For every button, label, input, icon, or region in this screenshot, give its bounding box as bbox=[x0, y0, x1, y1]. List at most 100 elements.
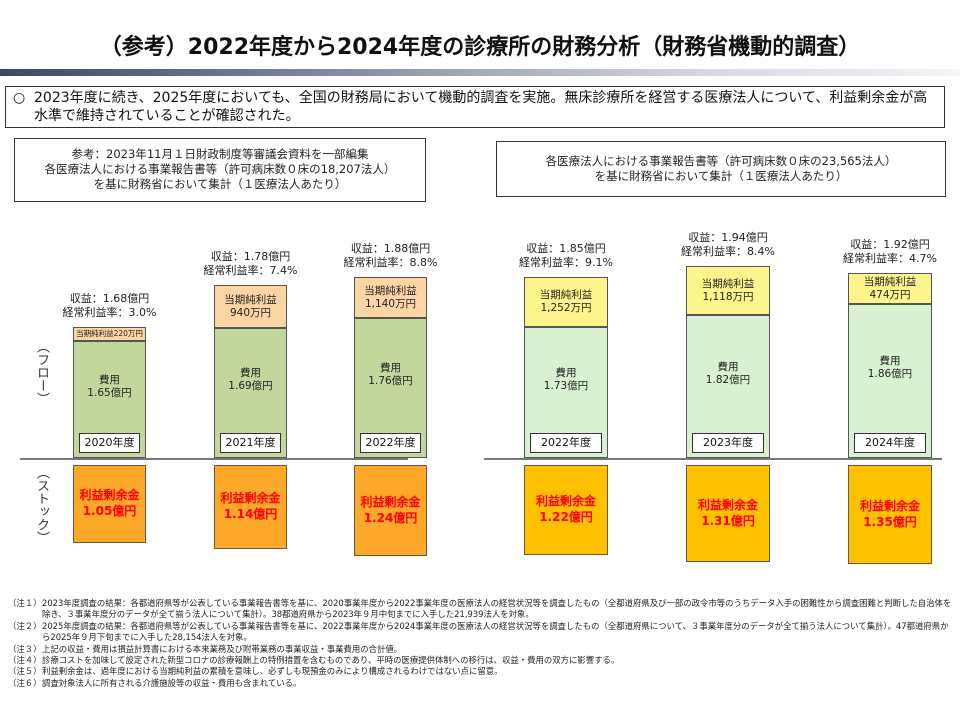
retained-earnings-title: 利益剰余金 bbox=[697, 497, 758, 512]
footnote-text: 2023年度調査の結果：各都道府県等が公表している事業報告書等を基に、2020事… bbox=[42, 598, 952, 620]
retained-earnings-title: 利益剰余金 bbox=[859, 498, 920, 513]
retained-earnings-title: 利益剰余金 bbox=[220, 491, 281, 505]
source-right-line2: を基に財務省において集計（１医療法人あたり） bbox=[594, 169, 848, 183]
net-profit-value: 940万円 bbox=[229, 306, 272, 319]
retained-earnings-label: 利益剰余金 1.24億円 bbox=[355, 494, 426, 526]
stock-axis-label: （ストック） bbox=[34, 466, 49, 544]
net-profit-bar: 当期純利益 1,252万円 bbox=[524, 277, 608, 327]
margin-label: 経常利益率：8.4% bbox=[681, 245, 775, 258]
net-profit-title: 当期純利益 bbox=[539, 289, 593, 301]
revenue-label: 収益：1.78億円 bbox=[210, 250, 291, 263]
retained-earnings-box: 利益剰余金 1.35億円 bbox=[848, 465, 932, 564]
baseline-left bbox=[20, 458, 408, 460]
year-label: 2021年度 bbox=[220, 433, 281, 453]
retained-earnings-label: 利益剰余金 1.05億円 bbox=[74, 487, 145, 519]
retained-earnings-title: 利益剰余金 bbox=[79, 488, 140, 502]
net-profit-label: 当期純利益220万円 bbox=[76, 329, 143, 338]
footnote-key: （注２） bbox=[8, 620, 42, 631]
net-profit-value: 1,252万円 bbox=[540, 302, 592, 314]
footnotes: （注１） 2023年度調査の結果：各都道府県等が公表している事業報告書等を基に、2… bbox=[8, 598, 956, 689]
source-note-left: 参考：2023年11月１日財政制度等審議会資料を一部編集 各医療法人における事業… bbox=[14, 138, 426, 202]
year-label: 2024年度 bbox=[854, 433, 926, 453]
margin-label: 経常利益率：9.1% bbox=[519, 256, 613, 269]
margin-label: 経常利益率：8.8% bbox=[343, 256, 438, 269]
margin-label: 経常利益率：3.0% bbox=[62, 306, 157, 319]
retained-earnings-value: 1.14億円 bbox=[223, 507, 278, 521]
footnote: （注３） 上記の収益・費用は損益計算書における本来業務及び附帯業務の事業収益・事業… bbox=[8, 644, 956, 655]
cost-title: 費用 bbox=[240, 367, 261, 379]
summary-text: 2023年度に続き、2025年度においても、全国の財務局において機動的調査を実施… bbox=[34, 90, 928, 124]
cost-label: 費用 1.86億円 bbox=[849, 355, 931, 381]
cost-value: 1.76億円 bbox=[368, 375, 413, 387]
net-profit-label: 当期純利益 1,252万円 bbox=[525, 289, 607, 315]
cost-value: 1.65億円 bbox=[87, 386, 132, 399]
net-profit-bar: 当期純利益 1,140万円 bbox=[354, 277, 427, 318]
net-profit-label: 当期純利益 1,118万円 bbox=[687, 278, 769, 304]
source-left-line2: 各医療法人における事業報告書等（許可病床数０床の18,207法人） bbox=[44, 162, 396, 176]
cost-value: 1.69億円 bbox=[228, 380, 273, 392]
retained-earnings-value: 1.22億円 bbox=[539, 510, 593, 524]
footnote-text: 上記の収益・費用は損益計算書における本来業務及び附帯業務の事業収益・事業費用の合… bbox=[42, 643, 403, 654]
footnote-key: （注５） bbox=[8, 666, 42, 677]
net-profit-label: 当期純利益 474万円 bbox=[849, 276, 931, 302]
revenue-label: 収益：1.94億円 bbox=[688, 231, 768, 244]
revenue-label: 収益：1.85億円 bbox=[526, 242, 606, 255]
title-divider bbox=[0, 69, 960, 76]
footnote: （注１） 2023年度調査の結果：各都道府県等が公表している事業報告書等を基に、2… bbox=[8, 598, 956, 621]
cost-label: 費用 1.76億円 bbox=[355, 362, 426, 388]
source-left-line3: を基に財務省において集計（１医療法人あたり） bbox=[93, 177, 347, 191]
margin-label: 経常利益率：7.4% bbox=[203, 264, 298, 277]
retained-earnings-box: 利益剰余金 1.22億円 bbox=[524, 465, 608, 555]
net-profit-label: 当期純利益 940万円 bbox=[215, 294, 286, 320]
retained-earnings-label: 利益剰余金 1.22億円 bbox=[525, 493, 607, 525]
baseline-right bbox=[484, 458, 942, 460]
net-profit-title: 当期純利益 bbox=[863, 275, 917, 288]
source-note-right: 各医療法人における事業報告書等（許可病床数０床の23,565法人） を基に財務省… bbox=[496, 141, 946, 197]
net-profit-bar: 当期純利益 1,118万円 bbox=[686, 266, 770, 315]
year-label: 2023年度 bbox=[692, 433, 764, 453]
footnote: （注５） 利益剰余金は、過年度における当期純利益の累積を意味し、必ずしも現預金のみ… bbox=[8, 666, 956, 677]
revenue-margin-label: 収益：1.88億円 経常利益率：8.8% bbox=[326, 242, 456, 270]
retained-earnings-box: 利益剰余金 1.14億円 bbox=[214, 465, 287, 549]
retained-earnings-title: 利益剰余金 bbox=[360, 494, 421, 509]
net-profit-title: 当期純利益 bbox=[224, 293, 277, 306]
cost-label: 費用 1.69億円 bbox=[215, 367, 286, 393]
footnote-key: （注４） bbox=[8, 655, 42, 666]
revenue-label: 収益：1.92億円 bbox=[850, 238, 930, 251]
footnote-text: 利益剰余金は、過年度における当期純利益の累積を意味し、必ずしも現預金のみにより構… bbox=[42, 666, 503, 677]
retained-earnings-value: 1.24億円 bbox=[363, 510, 418, 525]
cost-value: 1.86億円 bbox=[867, 368, 913, 380]
revenue-label: 収益：1.68億円 bbox=[69, 292, 150, 305]
footnote-key: （注１） bbox=[8, 598, 42, 608]
net-profit-value: 474万円 bbox=[869, 288, 911, 301]
footnote-text: 2025年度調査の結果：各都道府県等が公表している事業報告書等を基に、2022事… bbox=[42, 620, 949, 643]
cost-label: 費用 1.82億円 bbox=[687, 361, 769, 387]
margin-label: 経常利益率：4.7% bbox=[843, 252, 937, 265]
net-profit-bar: 当期純利益 474万円 bbox=[848, 273, 932, 304]
footnote-key: （注６） bbox=[8, 677, 42, 688]
cost-title: 費用 bbox=[555, 366, 577, 379]
cost-value: 1.73億円 bbox=[543, 379, 589, 392]
revenue-margin-label: 収益：1.85億円 経常利益率：9.1% bbox=[501, 242, 631, 270]
revenue-margin-label: 収益：1.78億円 経常利益率：7.4% bbox=[186, 250, 316, 278]
year-label: 2020年度 bbox=[79, 433, 140, 453]
source-right-line1: 各医療法人における事業報告書等（許可病床数０床の23,565法人） bbox=[545, 154, 897, 168]
revenue-label: 収益：1.88億円 bbox=[350, 242, 431, 255]
footnote: （注４） 診療コストを加味して設定された新型コロナの診療報酬上の特例措置を含むもの… bbox=[8, 655, 956, 666]
retained-earnings-value: 1.35億円 bbox=[863, 514, 917, 529]
retained-earnings-label: 利益剰余金 1.35億円 bbox=[849, 498, 931, 530]
year-label: 2022年度 bbox=[360, 433, 421, 453]
revenue-margin-label: 収益：1.94億円 経常利益率：8.4% bbox=[663, 231, 793, 259]
retained-earnings-value: 1.31億円 bbox=[701, 513, 755, 528]
cost-title: 費用 bbox=[99, 373, 120, 386]
retained-earnings-box: 利益剰余金 1.31億円 bbox=[686, 465, 770, 562]
retained-earnings-value: 1.05億円 bbox=[82, 504, 137, 518]
net-profit-label: 当期純利益 1,140万円 bbox=[355, 285, 426, 311]
cost-label: 費用 1.65億円 bbox=[74, 374, 145, 400]
cost-title: 費用 bbox=[879, 355, 901, 367]
cost-title: 費用 bbox=[380, 362, 401, 374]
retained-earnings-box: 利益剰余金 1.24億円 bbox=[354, 465, 427, 556]
net-profit-title: 当期純利益 bbox=[364, 284, 417, 297]
year-label: 2022年度 bbox=[530, 433, 602, 453]
bullet-circle-icon: ○ bbox=[13, 90, 26, 106]
